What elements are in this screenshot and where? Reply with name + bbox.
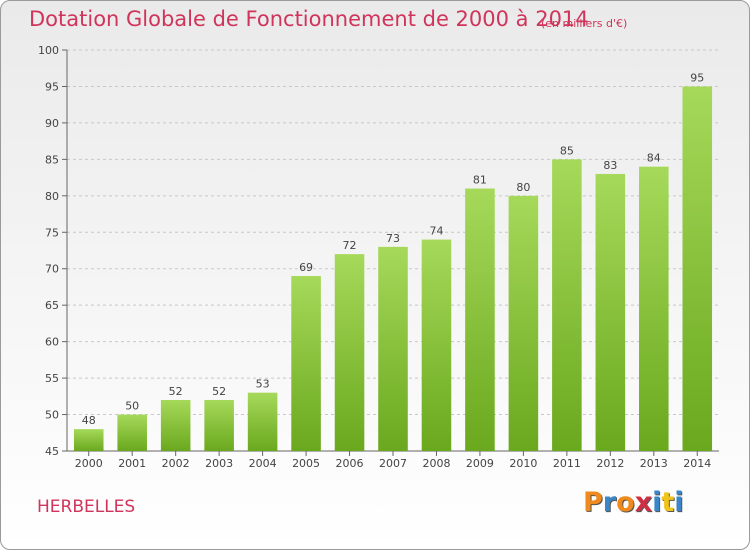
chart-title: Dotation Globale de Fonctionnement de 20… [29, 7, 589, 31]
bar [73, 429, 104, 451]
bar [508, 195, 539, 451]
x-tick-label: 2004 [249, 457, 277, 470]
bar-value-label: 52 [169, 385, 183, 398]
y-tick-label: 85 [45, 153, 59, 166]
data-labels: 48 50 52 52 53 69 72 73 74 81 80 85 83 84 95 [82, 71, 705, 427]
bar-value-label: 85 [560, 144, 574, 157]
y-tick-label: 90 [45, 117, 59, 130]
bar-value-label: 84 [647, 152, 661, 165]
bar-value-label: 83 [603, 159, 617, 172]
bar [421, 239, 452, 451]
x-tick-label: 2003 [205, 457, 233, 470]
commune-name: HERBELLES [37, 497, 136, 517]
x-tick-label: 2006 [336, 457, 364, 470]
x-tick-label: 2008 [422, 457, 450, 470]
bar [334, 254, 365, 451]
logo-letter: t [661, 487, 675, 518]
bar [204, 399, 234, 451]
y-tick-label: 75 [45, 226, 59, 239]
bar-value-label: 48 [82, 414, 96, 427]
x-tick-label: 2011 [553, 457, 581, 470]
bar-value-label: 50 [125, 400, 139, 413]
x-tick-label: 2002 [162, 457, 190, 470]
bar [291, 276, 321, 451]
y-tick-label: 55 [45, 372, 59, 385]
y-tick-label: 45 [45, 445, 59, 458]
y-tick-label: 50 [45, 409, 59, 422]
bars [73, 86, 713, 452]
bar-value-label: 53 [256, 378, 270, 391]
y-tick-label: 95 [45, 80, 59, 93]
y-tick-label: 65 [45, 299, 59, 312]
bar [595, 173, 626, 452]
bar [465, 188, 495, 451]
bar [378, 246, 408, 451]
logo-letter: P [583, 487, 603, 518]
logo-letter: x [634, 487, 653, 518]
proxiti-logo: Proxiti [583, 487, 684, 518]
x-tick-label: 2012 [596, 457, 624, 470]
bar-value-label: 72 [343, 239, 357, 252]
bar [117, 414, 147, 451]
logo-letter: r [602, 487, 617, 518]
logo-letter: i [652, 487, 662, 518]
y-tick-label: 80 [45, 190, 59, 203]
bar-value-label: 95 [690, 71, 704, 84]
bar [160, 399, 191, 451]
chart-subtitle: (en milliers d'€) [541, 17, 628, 30]
bar-value-label: 81 [473, 174, 487, 187]
x-tick-label: 2010 [509, 457, 537, 470]
y-tick-label: 100 [38, 44, 59, 57]
bar-value-label: 69 [299, 261, 313, 274]
x-tick-label: 2009 [466, 457, 494, 470]
bar-value-label: 52 [212, 385, 226, 398]
logo-letter: o [616, 487, 635, 518]
x-tick-label: 2007 [379, 457, 407, 470]
x-tick-label: 2000 [75, 457, 103, 470]
x-tick-label: 2014 [683, 457, 711, 470]
logo-letter: i [674, 487, 684, 518]
x-tick-label: 2001 [118, 457, 146, 470]
x-tick-label: 2005 [292, 457, 320, 470]
bar [247, 392, 278, 451]
y-tick-label: 60 [45, 336, 59, 349]
bar-value-label: 73 [386, 232, 400, 245]
bar [639, 166, 669, 451]
bar [682, 86, 713, 452]
bar-value-label: 80 [516, 181, 530, 194]
bar-value-label: 74 [429, 225, 443, 238]
y-tick-label: 70 [45, 263, 59, 276]
x-tick-label: 2013 [640, 457, 668, 470]
bar [552, 159, 582, 451]
